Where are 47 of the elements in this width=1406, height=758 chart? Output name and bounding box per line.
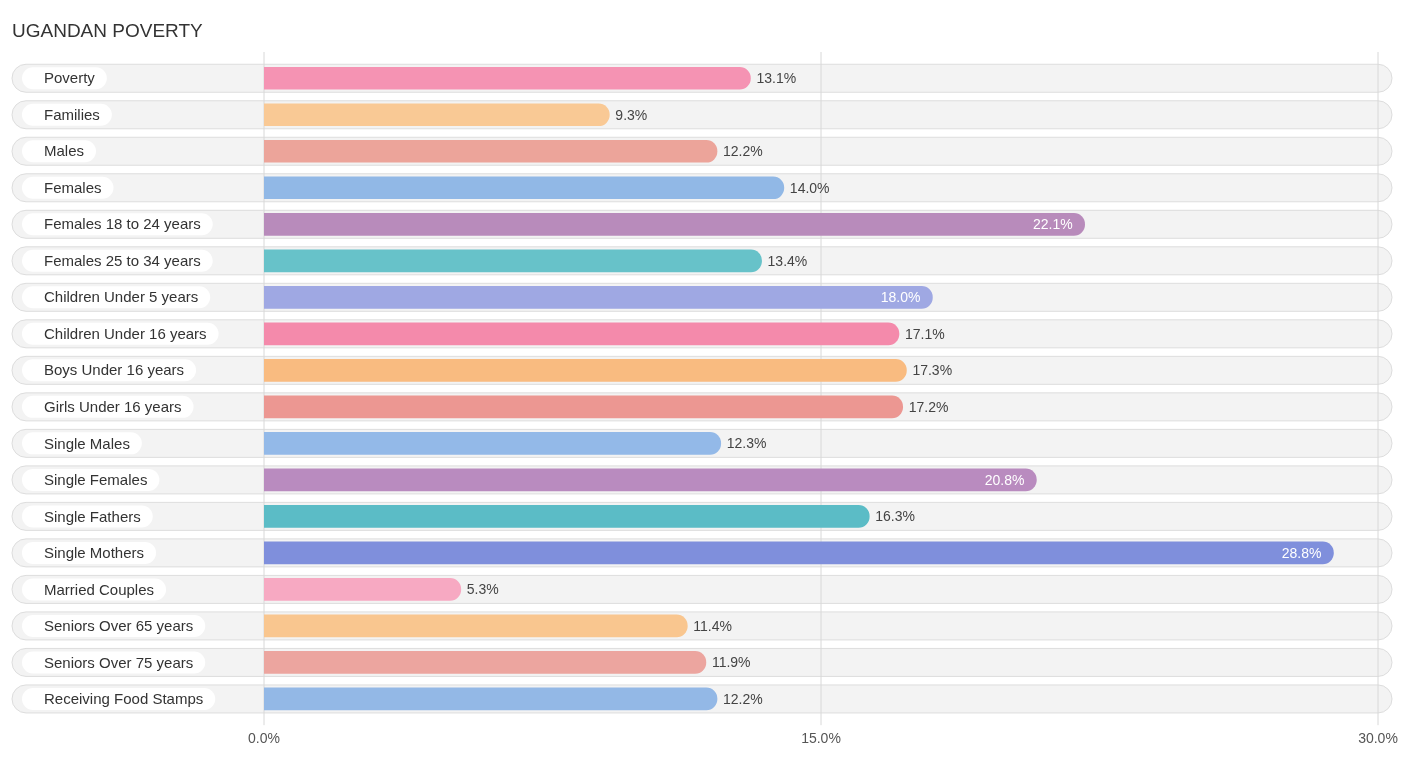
bar (264, 578, 462, 601)
y-tick-label: Receiving Food Stamps (44, 690, 204, 708)
data-label: 22.1% (1032, 216, 1073, 233)
data-label: 17.1% (904, 325, 945, 342)
y-tick-label: Females 25 to 34 years (44, 251, 201, 269)
y-tick-label: Females 18 to 24 years (44, 215, 201, 233)
data-label: 17.2% (908, 398, 949, 415)
y-tick-label: Children Under 5 years (44, 288, 199, 306)
data-label: 18.0% (880, 289, 921, 306)
y-tick-label: Children Under 16 years (44, 324, 207, 342)
data-label: 11.4% (693, 617, 732, 634)
data-label: 11.9% (711, 654, 751, 671)
y-tick-label: Families (44, 105, 100, 123)
bar (264, 139, 718, 163)
y-tick-label: Seniors Over 65 years (44, 617, 194, 635)
y-tick-label: Poverty (44, 69, 96, 87)
y-tick-label: Single Males (44, 434, 130, 452)
data-label: 12.2% (723, 143, 763, 160)
y-tick-label: Males (44, 142, 85, 160)
bar (264, 103, 610, 127)
x-tick-label: 15.0% (801, 730, 841, 747)
y-tick-label: Married Couples (44, 580, 155, 598)
y-tick-label: Girls Under 16 years (44, 398, 182, 415)
bar (264, 687, 718, 711)
text: UGANDAN POVERTY (12, 20, 203, 42)
data-label: 28.8% (1281, 544, 1322, 561)
y-tick-label: Females (44, 178, 102, 196)
data-label: 13.1% (756, 70, 797, 87)
bar (264, 432, 722, 455)
y-tick-label: Single Mothers (44, 544, 145, 562)
data-label: 13.4% (767, 252, 808, 269)
data-label: 12.3% (726, 435, 767, 452)
data-label: 17.3% (912, 362, 953, 379)
data-label: 20.8% (984, 471, 1025, 488)
data-label: 14.0% (789, 179, 830, 196)
bar (264, 651, 707, 674)
y-tick-label: Single Fathers (44, 507, 141, 525)
bar (264, 614, 688, 638)
data-label: 5.3% (466, 581, 499, 598)
data-label: 12.2% (723, 690, 763, 707)
x-tick-label: 0.0% (248, 730, 280, 747)
x-tick-label: 30.0% (1358, 730, 1398, 747)
data-label: 9.3% (615, 106, 648, 123)
data-label: 16.3% (875, 508, 915, 525)
y-tick-label: Single Females (44, 471, 148, 489)
y-tick-label: Boys Under 16 years (44, 361, 185, 379)
y-tick-label: Seniors Over 75 years (44, 653, 194, 671)
